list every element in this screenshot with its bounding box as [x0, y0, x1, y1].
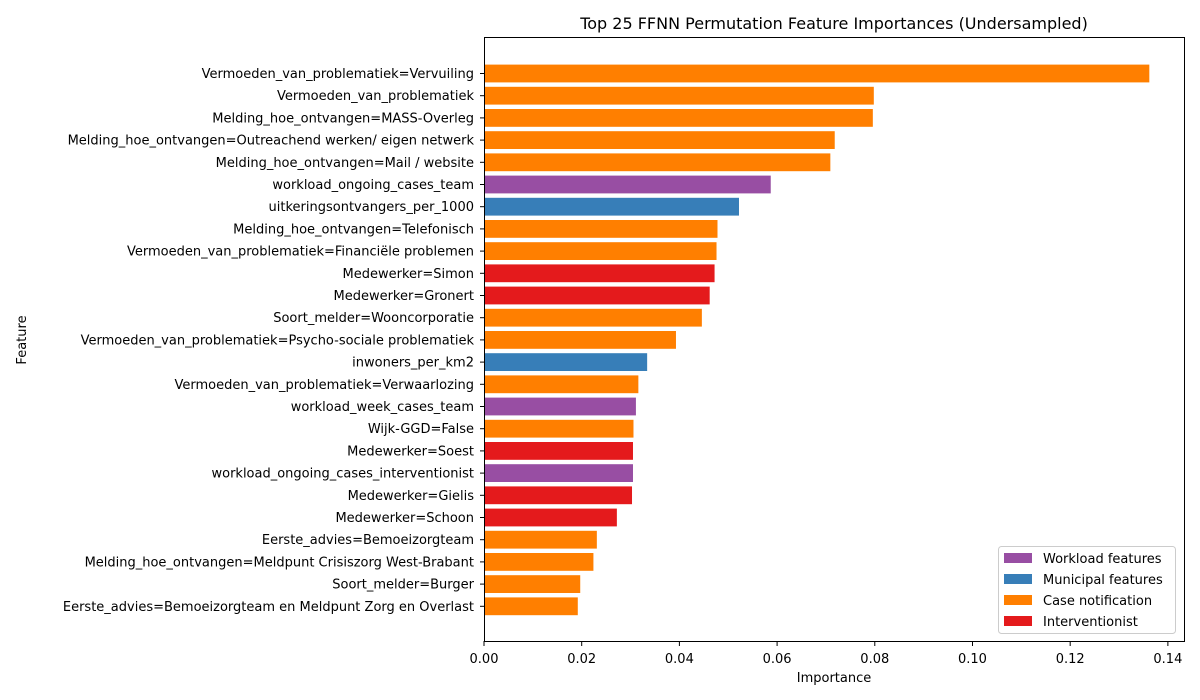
y-tick-label: Vermoeden_van_problematiek=Vervuiling — [202, 67, 474, 82]
bar — [484, 375, 639, 394]
bar — [484, 575, 581, 593]
y-tick-label: Vermoeden_van_problematiek — [277, 89, 474, 104]
y-tick-label: Eerste_advies=Bemoeizorgteam — [262, 533, 474, 548]
legend-frame — [998, 546, 1176, 634]
legend-swatch — [1004, 553, 1032, 563]
x-tick-label: 0.10 — [958, 652, 987, 667]
y-tick-label: inwoners_per_km2 — [352, 356, 474, 371]
bar — [484, 508, 617, 527]
bar — [484, 64, 1150, 83]
legend-entry-label: Workload features — [1043, 552, 1162, 567]
y-tick-label: Melding_hoe_ontvangen=Meldpunt Crisiszor… — [85, 555, 474, 570]
x-tick-label: 0.02 — [567, 652, 596, 667]
bar — [484, 419, 634, 438]
y-tick-label: Medewerker=Soest — [347, 444, 474, 459]
x-axis-ticks: 0.00 0.02 0.04 0.06 0.08 0.10 0.12 0.14 — [470, 641, 1182, 667]
bar — [484, 530, 597, 549]
legend-swatch — [1004, 595, 1032, 605]
y-tick-label: Wijk-GGD=False — [368, 422, 474, 437]
bar — [484, 175, 771, 194]
x-axis-label: Importance — [797, 671, 872, 686]
x-tick-label: 0.00 — [470, 652, 499, 667]
legend-entry-label: Municipal features — [1043, 573, 1163, 588]
legend: Workload features Municipal features Case … — [998, 546, 1176, 634]
y-tick-label: Medewerker=Simon — [343, 267, 474, 282]
y-tick-labels: Vermoeden_van_problematiek=Vervuiling Ver… — [63, 67, 484, 615]
bar — [484, 464, 633, 482]
legend-entry-label: Interventionist — [1043, 615, 1138, 630]
y-tick-label: Soort_melder=Wooncorporatie — [273, 311, 474, 326]
bar — [484, 442, 633, 460]
bar — [484, 397, 636, 416]
y-tick-label: Vermoeden_van_problematiek=Verwaarlozing — [174, 378, 474, 393]
y-tick-label: Medewerker=Schoon — [335, 511, 474, 526]
bar — [484, 109, 873, 127]
y-tick-label: workload_week_cases_team — [291, 400, 474, 415]
y-tick-label: Soort_melder=Burger — [332, 578, 474, 593]
bar — [484, 197, 739, 216]
bar — [484, 86, 874, 105]
chart-title: Top 25 FFNN Permutation Feature Importan… — [579, 14, 1088, 33]
bar — [484, 131, 835, 149]
y-tick-label: Melding_hoe_ontvangen=Outreachend werken… — [68, 134, 475, 149]
bar — [484, 597, 578, 616]
y-tick-label: Vermoeden_van_problematiek=Psycho-social… — [81, 333, 475, 348]
x-tick-label: 0.12 — [1056, 652, 1085, 667]
bar — [484, 242, 717, 260]
bar — [484, 264, 715, 283]
bar — [484, 553, 594, 571]
legend-entry-label: Case notification — [1043, 594, 1152, 609]
bar — [484, 308, 702, 327]
bar — [484, 486, 633, 505]
legend-swatch — [1004, 574, 1032, 584]
x-tick-label: 0.04 — [665, 652, 694, 667]
x-tick-label: 0.06 — [763, 652, 792, 667]
bar — [484, 286, 710, 305]
y-tick-label: Medewerker=Gronert — [333, 289, 474, 304]
y-tick-label: Melding_hoe_ontvangen=Telefonisch — [233, 222, 474, 237]
bar — [484, 153, 831, 172]
y-tick-label: Eerste_advies=Bemoeizorgteam en Meldpunt… — [63, 600, 474, 615]
y-tick-label: Melding_hoe_ontvangen=Mail / website — [216, 156, 474, 171]
plot-frame — [484, 37, 1185, 642]
y-tick-label: uitkeringsontvangers_per_1000 — [269, 200, 474, 215]
y-tick-label: workload_ongoing_cases_team — [272, 178, 474, 193]
legend-swatch — [1004, 616, 1032, 626]
y-tick-label: Medewerker=Gielis — [348, 489, 475, 504]
x-tick-label: 0.08 — [860, 652, 889, 667]
y-tick-label: workload_ongoing_cases_interventionist — [211, 467, 474, 482]
x-tick-label: 0.14 — [1153, 652, 1182, 667]
bar — [484, 353, 648, 371]
y-tick-label: Melding_hoe_ontvangen=MASS-Overleg — [212, 111, 474, 126]
bar — [484, 220, 718, 238]
y-tick-label: Vermoeden_van_problematiek=Financiële pr… — [127, 245, 474, 260]
bar — [484, 331, 676, 349]
bars-layer — [484, 64, 1150, 616]
y-axis-label: Feature — [15, 315, 30, 364]
